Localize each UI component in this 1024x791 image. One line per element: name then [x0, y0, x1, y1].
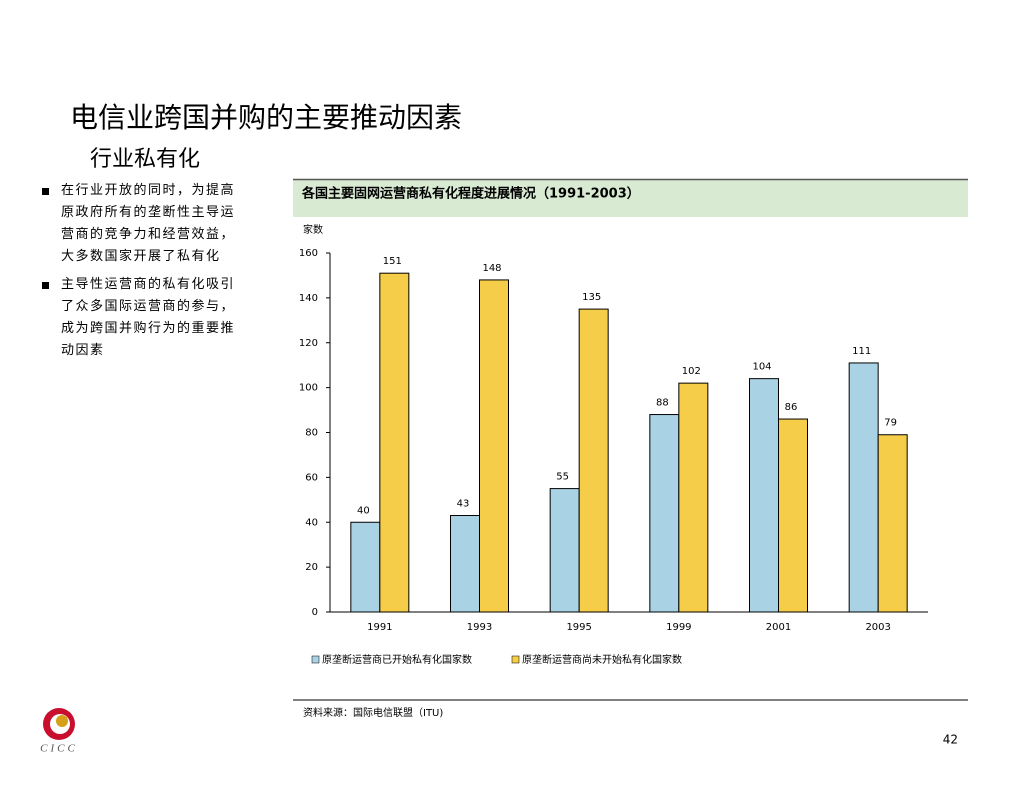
bar: [749, 378, 779, 613]
value-label: 104: [752, 362, 771, 373]
bullet-list: 在行业开放的同时，为提高原政府所有的垄断性主导运营商的竞争力和经营效益，大多数国…: [40, 180, 245, 368]
y-tick-label: 40: [305, 517, 318, 528]
y-tick-label: 100: [299, 383, 318, 394]
legend-label: 原垄断运营商尚未开始私有化国家数: [522, 653, 682, 666]
x-tick-label: 1995: [566, 622, 591, 633]
x-tick-label: 1993: [467, 622, 492, 633]
bar: [379, 272, 410, 613]
bar: [848, 362, 879, 613]
logo: CICC: [40, 708, 78, 755]
y-tick-label: 140: [299, 293, 318, 304]
logo-mark: [56, 715, 68, 727]
bar: [549, 488, 580, 613]
y-tick-label: 120: [299, 338, 318, 349]
chart-title: 各国主要固网运营商私有化程度进展情况（1991-2003）: [301, 186, 640, 202]
x-tick-label: 2001: [766, 622, 791, 633]
y-tick-label: 80: [305, 428, 318, 439]
bullet: 主导性运营商的私有化吸引了众多国际运营商的参与，成为跨国并购行为的重要推动因素: [40, 274, 245, 362]
bullet: 在行业开放的同时，为提高原政府所有的垄断性主导运营商的竞争力和经营效益，大多数国…: [40, 180, 245, 268]
bar: [350, 521, 381, 613]
y-tick-label: 60: [305, 472, 318, 483]
legend-swatch: [511, 655, 520, 664]
page-number: 42: [943, 733, 958, 747]
value-label: 151: [383, 256, 402, 267]
source-note: 资料来源：国际电信联盟（ITU): [303, 706, 443, 719]
value-label: 86: [785, 402, 798, 413]
y-axis-label: 家数: [303, 223, 323, 236]
value-label: 55: [556, 472, 569, 483]
bar: [578, 308, 609, 613]
bar: [649, 414, 680, 613]
bar: [778, 418, 808, 613]
x-tick-label: 1999: [666, 622, 691, 633]
legend-swatch: [311, 655, 320, 664]
y-tick-label: 20: [305, 562, 318, 573]
value-label: 40: [357, 505, 370, 516]
bar: [479, 279, 509, 613]
legend-label: 原垄断运营商已开始私有化国家数: [322, 653, 472, 666]
value-label: 79: [884, 418, 897, 429]
bar: [678, 382, 709, 613]
value-label: 148: [482, 263, 501, 274]
logo-text: CICC: [40, 743, 78, 755]
value-label: 88: [656, 398, 669, 409]
bar: [877, 434, 908, 613]
y-tick-label: 0: [312, 607, 318, 618]
x-tick-label: 2003: [865, 622, 890, 633]
slide-subtitle: 行业私有化: [90, 147, 201, 172]
y-tick-label: 160: [299, 248, 318, 259]
value-label: 111: [852, 346, 871, 357]
value-label: 43: [457, 499, 470, 510]
chart-header-box: [293, 179, 968, 217]
value-label: 135: [582, 292, 601, 303]
bar: [450, 515, 480, 613]
value-label: 102: [682, 366, 701, 377]
x-tick-label: 1991: [367, 622, 392, 633]
slide-title: 电信业跨国并购的主要推动因素: [70, 101, 463, 134]
